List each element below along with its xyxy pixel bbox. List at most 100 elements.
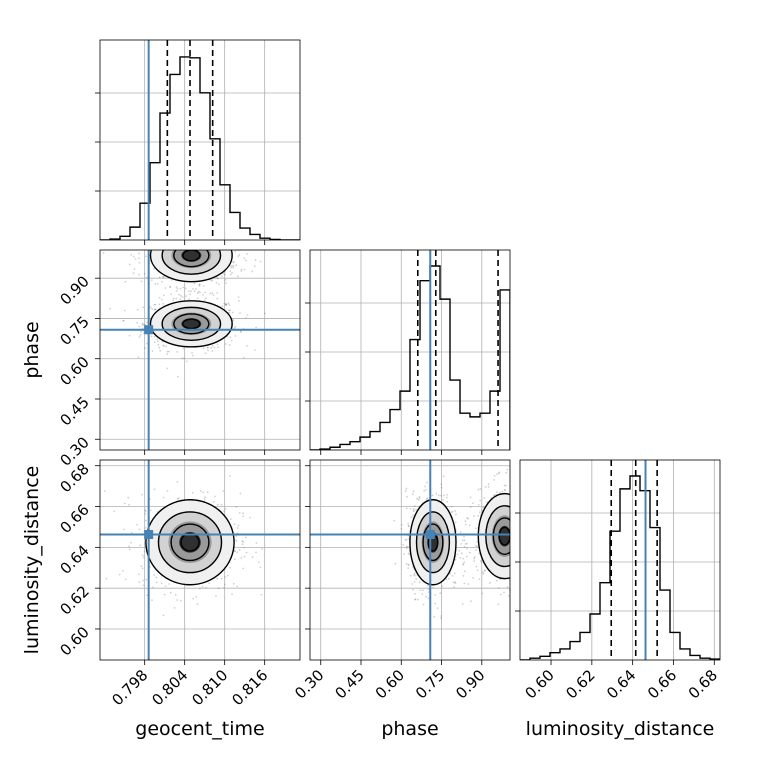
- sample-point: [513, 560, 515, 562]
- sample-point: [213, 229, 215, 231]
- sample-point: [467, 583, 470, 585]
- sample-point: [514, 574, 516, 576]
- sample-point: [164, 244, 166, 246]
- sample-point: [466, 517, 469, 519]
- sample-point: [533, 489, 535, 491]
- sample-point: [214, 246, 216, 248]
- sample-point: [516, 538, 518, 540]
- y-tick-label: 0.68: [56, 460, 92, 496]
- sample-point: [181, 221, 183, 223]
- sample-point: [516, 508, 518, 510]
- sample-point: [511, 513, 513, 515]
- sample-point: [162, 344, 165, 347]
- sample-point: [168, 230, 170, 232]
- sample-point: [238, 549, 241, 551]
- sample-point: [511, 526, 513, 528]
- sample-point: [413, 580, 416, 583]
- sample-point: [172, 242, 174, 244]
- sample-point: [179, 287, 182, 290]
- sample-point: [176, 244, 178, 246]
- sample-point: [185, 218, 187, 220]
- sample-point: [523, 552, 525, 554]
- y-tick-label: 0.45: [56, 393, 92, 429]
- sample-point: [493, 474, 496, 477]
- sample-point: [415, 508, 417, 511]
- sample-point: [435, 492, 438, 495]
- sample-point: [484, 486, 487, 488]
- sample-point: [216, 297, 219, 300]
- sample-point: [463, 582, 466, 585]
- sample-point: [123, 502, 126, 505]
- sample-point: [161, 242, 163, 244]
- density-contour: [161, 250, 222, 275]
- sample-point: [437, 454, 439, 456]
- sample-point: [221, 305, 224, 308]
- sample-point: [512, 493, 514, 495]
- sample-point: [473, 515, 475, 518]
- sample-point: [188, 243, 190, 245]
- sample-point: [530, 585, 532, 587]
- sample-point: [520, 555, 522, 557]
- sample-point: [532, 543, 534, 545]
- sample-point: [243, 546, 245, 549]
- panel-frame: [99, 459, 301, 661]
- sample-point: [157, 340, 159, 343]
- sample-point: [179, 238, 181, 240]
- sample-point: [455, 513, 457, 516]
- sample-point: [204, 297, 207, 300]
- sample-point: [218, 233, 220, 235]
- sample-point: [510, 521, 512, 523]
- sample-point: [128, 545, 130, 548]
- sample-point: [407, 552, 410, 555]
- sample-point: [521, 499, 523, 501]
- sample-point: [204, 291, 207, 294]
- sample-point: [516, 519, 518, 521]
- sample-point: [520, 565, 522, 567]
- sample-point: [142, 584, 145, 587]
- sample-point: [231, 593, 233, 596]
- sample-point: [140, 280, 143, 283]
- sample-point: [510, 538, 512, 540]
- sample-point: [164, 287, 167, 289]
- sample-point: [496, 491, 498, 494]
- sample-point: [231, 272, 233, 274]
- sample-point: [469, 496, 472, 499]
- sample-point: [232, 582, 235, 585]
- sample-point: [238, 511, 241, 514]
- sample-point: [153, 335, 156, 338]
- sample-point: [217, 283, 220, 286]
- sample-point: [190, 247, 192, 249]
- sample-point: [217, 346, 220, 349]
- sample-point: [231, 264, 234, 267]
- sample-point: [522, 531, 524, 533]
- sample-point: [158, 296, 161, 299]
- sample-point: [513, 521, 515, 523]
- sample-point: [204, 352, 207, 355]
- sample-point: [449, 573, 452, 575]
- sample-point: [462, 563, 465, 566]
- sample-point: [211, 344, 214, 347]
- sample-point: [180, 245, 182, 247]
- sample-point: [196, 238, 198, 240]
- sample-point: [130, 532, 133, 534]
- sample-point: [242, 512, 244, 515]
- sample-point: [405, 538, 408, 541]
- sample-point: [142, 232, 144, 234]
- sample-point: [407, 522, 410, 525]
- panel-frame: [309, 459, 511, 661]
- sample-point: [229, 273, 232, 276]
- sample-point: [166, 242, 168, 244]
- sample-point: [235, 506, 238, 508]
- sample-point: [140, 565, 143, 568]
- sample-point: [208, 243, 210, 245]
- sample-point: [475, 565, 478, 568]
- sample-point: [523, 494, 525, 496]
- sample-point: [515, 505, 517, 507]
- sample-point: [158, 276, 161, 279]
- sample-point: [487, 483, 490, 486]
- sample-point: [175, 226, 177, 228]
- sample-point: [180, 599, 182, 602]
- sample-point: [180, 295, 182, 297]
- sample-point: [122, 319, 125, 322]
- sample-point: [145, 255, 147, 258]
